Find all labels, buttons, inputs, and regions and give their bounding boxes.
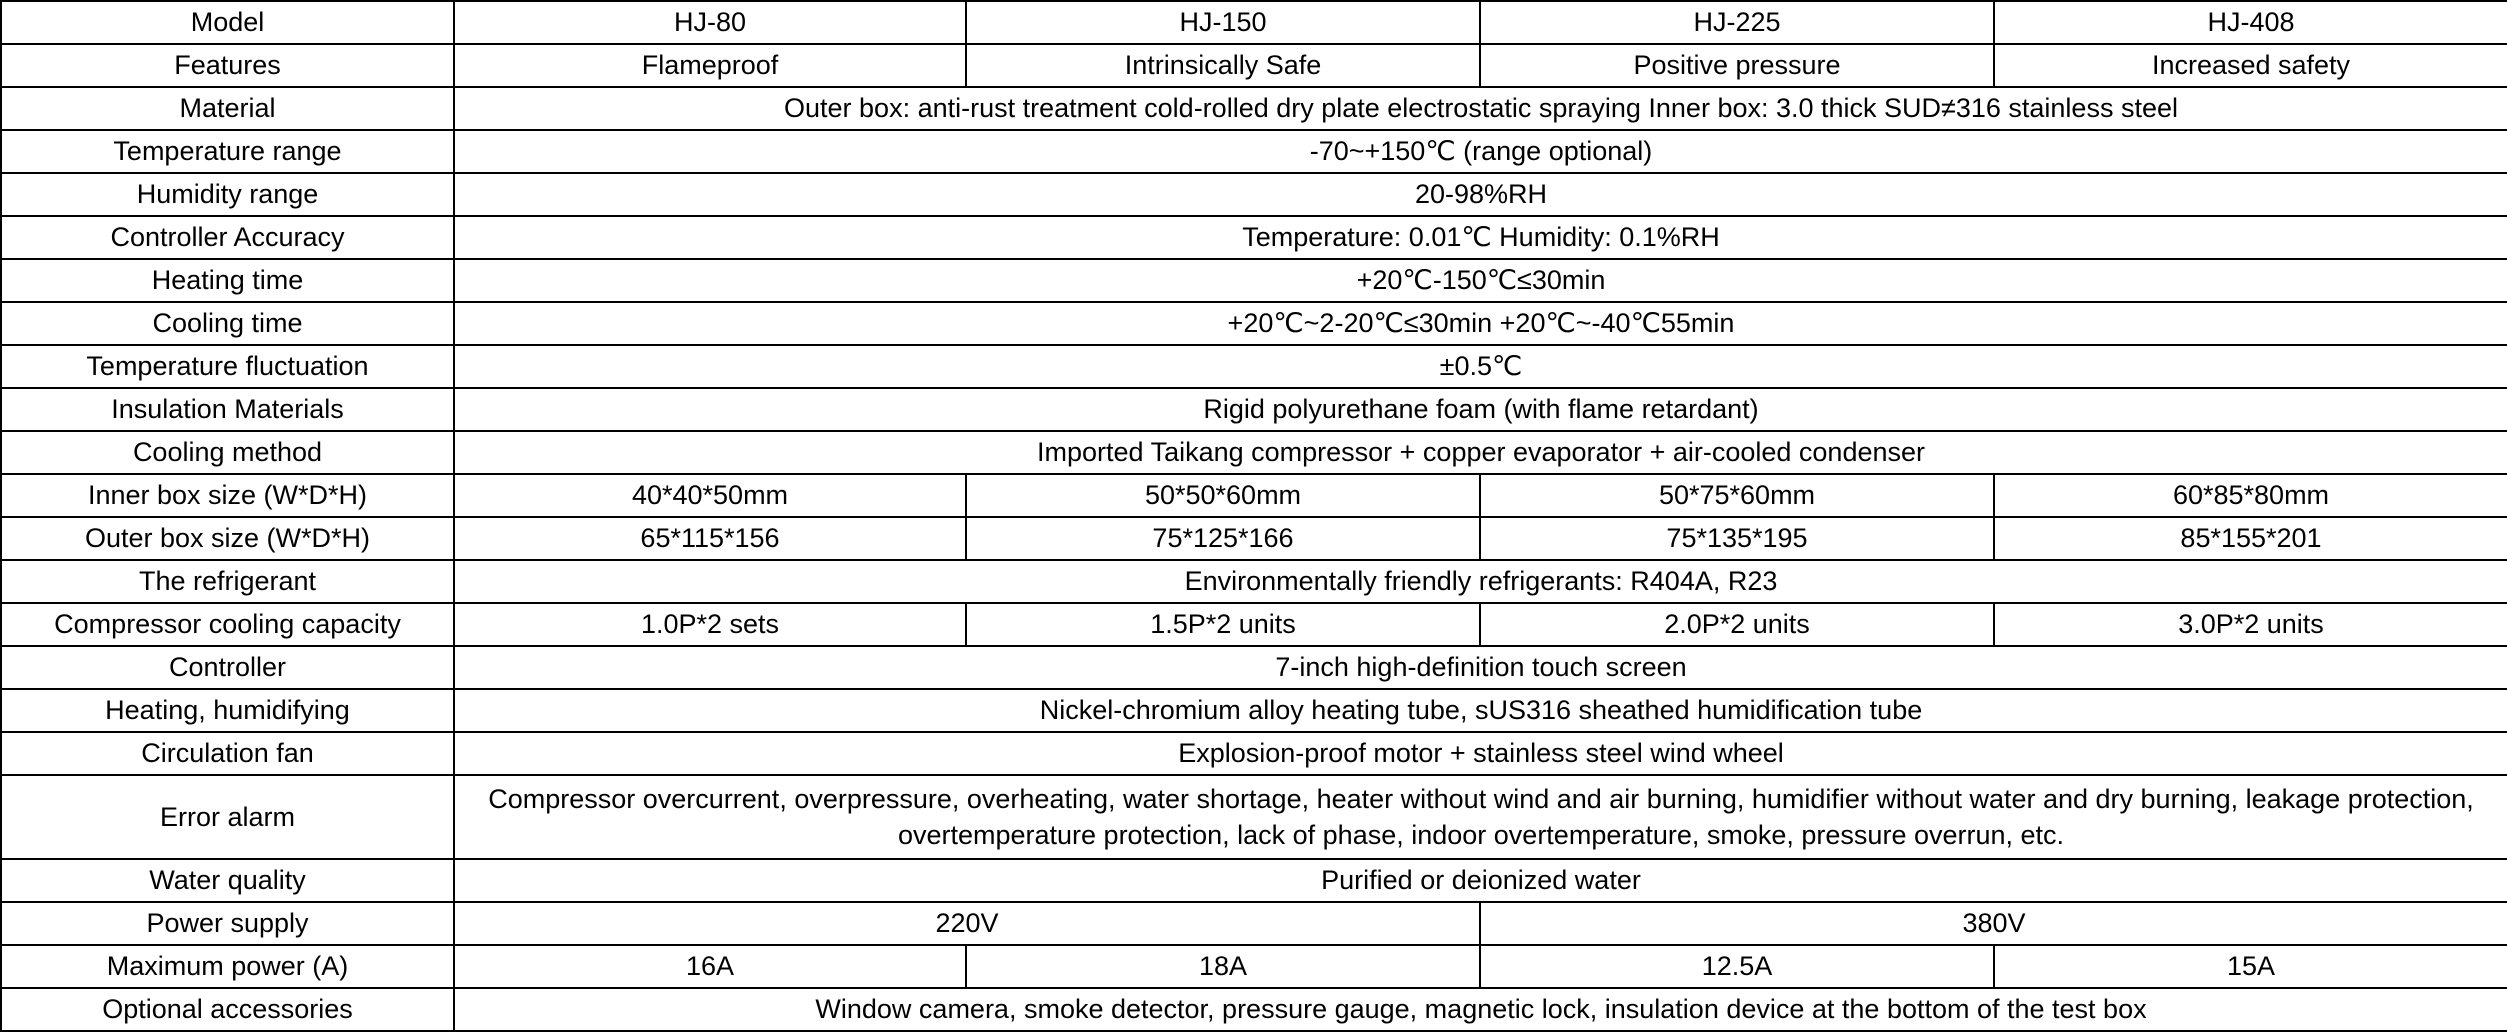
row-label: Water quality — [0, 858, 455, 903]
model-cell: HJ-408 — [1993, 0, 2507, 45]
row-label: Heating, humidifying — [0, 688, 455, 733]
row-temperature-fluctuation: Temperature fluctuation ±0.5℃ — [0, 344, 2507, 389]
row-temperature-range: Temperature range -70~+150℃ (range optio… — [0, 129, 2507, 174]
row-label: Cooling method — [0, 430, 455, 475]
spanned-value-cell: Imported Taikang compressor + copper eva… — [453, 430, 2507, 475]
row-label: Error alarm — [0, 774, 455, 860]
row-model: Model HJ-80 HJ-150 HJ-225 HJ-408 — [0, 0, 2507, 45]
row-heating-time: Heating time +20℃-150℃≤30min — [0, 258, 2507, 303]
spanned-value-cell: +20℃~2-20℃≤30min +20℃~-40℃55min — [453, 301, 2507, 346]
row-label: Controller — [0, 645, 455, 690]
capacity-cell: 1.5P*2 units — [965, 602, 1481, 647]
row-error-alarm: Error alarm Compressor overcurrent, over… — [0, 774, 2507, 860]
row-label: Power supply — [0, 901, 455, 946]
voltage-cell: 220V — [453, 901, 1481, 946]
spanned-value-cell: ±0.5℃ — [453, 344, 2507, 389]
row-humidity-range: Humidity range 20-98%RH — [0, 172, 2507, 217]
row-compressor-cooling-capacity: Compressor cooling capacity 1.0P*2 sets … — [0, 602, 2507, 647]
size-cell: 75*125*166 — [965, 516, 1481, 561]
size-cell: 50*50*60mm — [965, 473, 1481, 518]
capacity-cell: 3.0P*2 units — [1993, 602, 2507, 647]
spanned-value-cell: +20℃-150℃≤30min — [453, 258, 2507, 303]
row-label: Controller Accuracy — [0, 215, 455, 260]
row-label: Optional accessories — [0, 987, 455, 1032]
feature-cell: Increased safety — [1993, 43, 2507, 88]
row-controller-accuracy: Controller Accuracy Temperature: 0.01℃ H… — [0, 215, 2507, 260]
row-label: Compressor cooling capacity — [0, 602, 455, 647]
spanned-value-cell: Purified or deionized water — [453, 858, 2507, 903]
feature-cell: Positive pressure — [1479, 43, 1995, 88]
model-cell: HJ-225 — [1479, 0, 1995, 45]
capacity-cell: 1.0P*2 sets — [453, 602, 967, 647]
model-cell: HJ-80 — [453, 0, 967, 45]
row-circulation-fan: Circulation fan Explosion-proof motor + … — [0, 731, 2507, 776]
spanned-value-cell: Outer box: anti-rust treatment cold-roll… — [453, 86, 2507, 131]
capacity-cell: 2.0P*2 units — [1479, 602, 1995, 647]
spanned-value-cell: Temperature: 0.01℃ Humidity: 0.1%RH — [453, 215, 2507, 260]
row-label: Cooling time — [0, 301, 455, 346]
row-water-quality: Water quality Purified or deionized wate… — [0, 858, 2507, 903]
row-label: Features — [0, 43, 455, 88]
size-cell: 40*40*50mm — [453, 473, 967, 518]
row-label: Material — [0, 86, 455, 131]
row-insulation-materials: Insulation Materials Rigid polyurethane … — [0, 387, 2507, 432]
row-outer-box-size: Outer box size (W*D*H) 65*115*156 75*125… — [0, 516, 2507, 561]
row-label: Maximum power (A) — [0, 944, 455, 989]
spanned-value-cell: -70~+150℃ (range optional) — [453, 129, 2507, 174]
row-label: Inner box size (W*D*H) — [0, 473, 455, 518]
row-label: Temperature range — [0, 129, 455, 174]
size-cell: 50*75*60mm — [1479, 473, 1995, 518]
row-optional-accessories: Optional accessories Window camera, smok… — [0, 987, 2507, 1032]
row-power-supply: Power supply 220V 380V — [0, 901, 2507, 946]
power-cell: 18A — [965, 944, 1481, 989]
spanned-value-cell: 20-98%RH — [453, 172, 2507, 217]
size-cell: 60*85*80mm — [1993, 473, 2507, 518]
power-cell: 12.5A — [1479, 944, 1995, 989]
row-controller: Controller 7-inch high-definition touch … — [0, 645, 2507, 690]
spanned-value-cell: Window camera, smoke detector, pressure … — [453, 987, 2507, 1032]
row-label: Circulation fan — [0, 731, 455, 776]
row-label: Outer box size (W*D*H) — [0, 516, 455, 561]
size-cell: 75*135*195 — [1479, 516, 1995, 561]
row-cooling-time: Cooling time +20℃~2-20℃≤30min +20℃~-40℃5… — [0, 301, 2507, 346]
row-inner-box-size: Inner box size (W*D*H) 40*40*50mm 50*50*… — [0, 473, 2507, 518]
spanned-value-cell: Explosion-proof motor + stainless steel … — [453, 731, 2507, 776]
row-refrigerant: The refrigerant Environmentally friendly… — [0, 559, 2507, 604]
row-label: The refrigerant — [0, 559, 455, 604]
model-cell: HJ-150 — [965, 0, 1481, 45]
spanned-value-cell: Compressor overcurrent, overpressure, ov… — [453, 774, 2507, 860]
size-cell: 65*115*156 — [453, 516, 967, 561]
spanned-value-cell: Environmentally friendly refrigerants: R… — [453, 559, 2507, 604]
voltage-cell: 380V — [1479, 901, 2507, 946]
row-label: Heating time — [0, 258, 455, 303]
spanned-value-cell: Rigid polyurethane foam (with flame reta… — [453, 387, 2507, 432]
row-maximum-power: Maximum power (A) 16A 18A 12.5A 15A — [0, 944, 2507, 989]
row-features: Features Flameproof Intrinsically Safe P… — [0, 43, 2507, 88]
row-label: Humidity range — [0, 172, 455, 217]
row-heating-humidifying: Heating, humidifying Nickel-chromium all… — [0, 688, 2507, 733]
feature-cell: Flameproof — [453, 43, 967, 88]
feature-cell: Intrinsically Safe — [965, 43, 1481, 88]
row-cooling-method: Cooling method Imported Taikang compress… — [0, 430, 2507, 475]
power-cell: 15A — [1993, 944, 2507, 989]
power-cell: 16A — [453, 944, 967, 989]
spanned-value-cell: 7-inch high-definition touch screen — [453, 645, 2507, 690]
spanned-value-cell: Nickel-chromium alloy heating tube, sUS3… — [453, 688, 2507, 733]
row-label: Temperature fluctuation — [0, 344, 455, 389]
row-material: Material Outer box: anti-rust treatment … — [0, 86, 2507, 131]
size-cell: 85*155*201 — [1993, 516, 2507, 561]
row-label: Model — [0, 0, 455, 45]
row-label: Insulation Materials — [0, 387, 455, 432]
